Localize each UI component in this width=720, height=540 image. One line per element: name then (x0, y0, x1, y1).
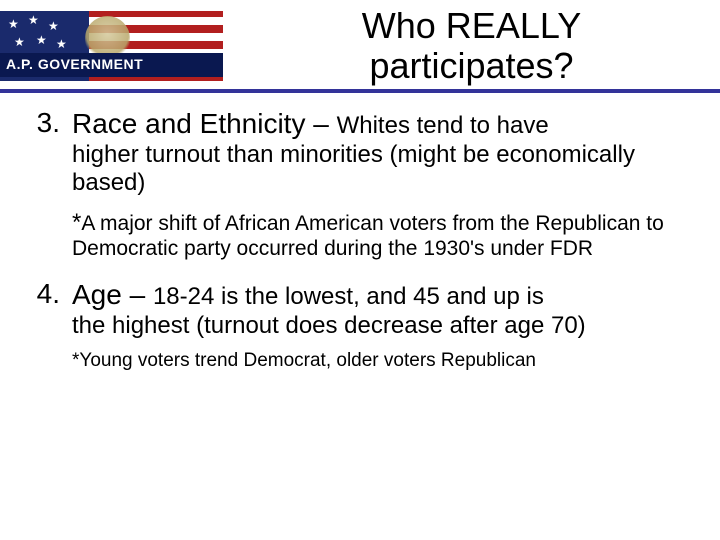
item-number: 3. (20, 107, 72, 268)
title-line-2: participates? (369, 45, 573, 86)
item-lead: Race and Ethnicity – Whites tend to have (72, 107, 692, 140)
slide-title: Who REALLY participates? (233, 6, 710, 85)
item-rest: Whites tend to have (337, 112, 549, 139)
item-heading: Age – (72, 279, 153, 310)
item-heading: Race and Ethnicity – (72, 108, 337, 139)
star-icon: ★ (28, 13, 39, 27)
list-item-4: 4. Age – 18-24 is the lowest, and 45 and… (20, 278, 692, 372)
star-icon: ★ (8, 17, 19, 31)
course-logo: ★ ★ ★ ★ ★ ★ A.P. GOVERNMENT (0, 11, 223, 81)
slide-content: 3. Race and Ethnicity – Whites tend to h… (0, 107, 720, 372)
header-divider (0, 89, 720, 93)
item-note-text: A major shift of African American voters… (72, 212, 664, 260)
item-sub: higher turnout than minorities (might be… (72, 141, 692, 198)
star-icon: ★ (56, 37, 67, 51)
title-container: Who REALLY participates? (223, 6, 720, 85)
item-note: *A major shift of African American voter… (72, 209, 692, 262)
star-icon: ★ (36, 33, 47, 47)
item-note: *Young voters trend Democrat, older vote… (72, 350, 692, 373)
star-icon: ★ (48, 19, 59, 33)
slide-header: ★ ★ ★ ★ ★ ★ A.P. GOVERNMENT Who REALLY p… (0, 0, 720, 85)
asterisk-icon: * (72, 209, 81, 236)
item-body: Age – 18-24 is the lowest, and 45 and up… (72, 278, 692, 372)
logo-label-bar: A.P. GOVERNMENT (0, 53, 223, 77)
item-body: Race and Ethnicity – Whites tend to have… (72, 107, 692, 268)
item-sub: the highest (turnout does decrease after… (72, 312, 692, 340)
item-lead: Age – 18-24 is the lowest, and 45 and up… (72, 278, 692, 311)
list-item-3: 3. Race and Ethnicity – Whites tend to h… (20, 107, 692, 268)
item-number: 4. (20, 278, 72, 372)
item-rest: 18-24 is the lowest, and 45 and up is (153, 283, 544, 310)
star-icon: ★ (14, 35, 25, 49)
logo-label: A.P. GOVERNMENT (6, 56, 143, 72)
title-line-1: Who REALLY (362, 5, 581, 46)
